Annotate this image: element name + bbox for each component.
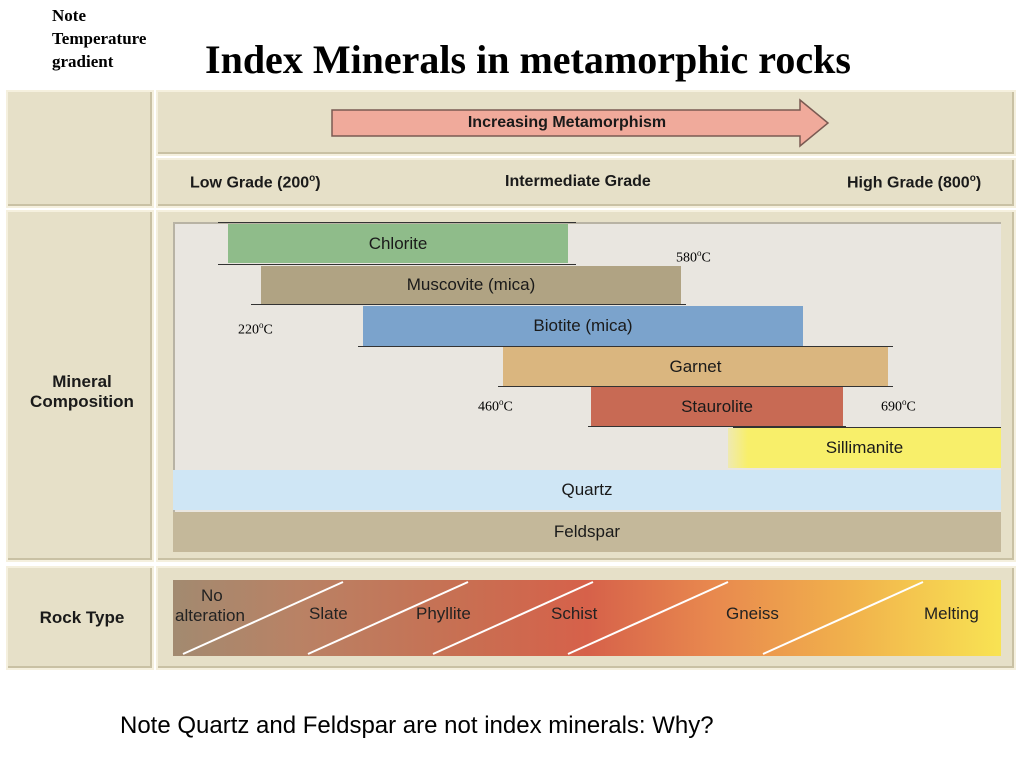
rock-type-dividers bbox=[182, 581, 924, 655]
t580-degree: o bbox=[697, 248, 702, 258]
rock-melting: Melting bbox=[924, 604, 979, 623]
rock-gneiss: Gneiss bbox=[726, 604, 779, 623]
left-header-panel bbox=[6, 90, 154, 208]
t460-value: 460 bbox=[478, 399, 499, 415]
low-grade-label: Low Grade (200o) bbox=[190, 173, 321, 192]
t580-value: 580 bbox=[676, 250, 697, 266]
staurolite-range-line-bottom bbox=[588, 426, 846, 427]
chlorite-bar: Chlorite bbox=[228, 224, 568, 263]
temperature-220-label: 220oC bbox=[238, 320, 273, 339]
divider-5 bbox=[762, 581, 924, 655]
no-alteration-line-2: alteration bbox=[175, 606, 245, 625]
low-grade-close: ) bbox=[315, 174, 321, 192]
arrow-label: Increasing Metamorphism bbox=[467, 114, 667, 131]
rock-schist: Schist bbox=[551, 604, 598, 623]
rock-type-label-panel: Rock Type bbox=[6, 566, 154, 670]
rock-slate: Slate bbox=[309, 604, 348, 623]
rock-type-gradient: No alteration Slate Phyllite Schist Gnei… bbox=[173, 580, 1001, 656]
arrow-shape bbox=[331, 98, 830, 148]
low-grade-text: Low Grade (200 bbox=[190, 174, 310, 192]
t690-value: 690 bbox=[881, 399, 902, 415]
rock-type-label: Rock Type bbox=[39, 608, 125, 627]
note-line-1: Note bbox=[52, 6, 86, 25]
garnet-range-line-bottom bbox=[498, 386, 893, 387]
high-grade-degree: o bbox=[969, 173, 976, 184]
note-line-2: Temperature bbox=[52, 29, 147, 48]
note-line-3: gradient bbox=[52, 52, 114, 71]
note-temperature-gradient: Note Temperature gradient bbox=[52, 4, 146, 73]
high-grade-label: High Grade (800o) bbox=[847, 173, 981, 192]
t690-degree: o bbox=[902, 397, 907, 407]
high-grade-close: ) bbox=[975, 174, 982, 192]
no-alteration-line-1: No bbox=[201, 586, 223, 605]
chlorite-range-line-bottom bbox=[218, 264, 576, 265]
chlorite-range-line-top bbox=[218, 222, 576, 223]
rock-no-alteration: No alteration bbox=[175, 586, 245, 626]
sillimanite-range-line-top bbox=[733, 427, 1001, 428]
mineral-chart-area: Chlorite Muscovite (mica) Biotite (mica)… bbox=[173, 222, 1001, 552]
divider-4 bbox=[567, 581, 729, 655]
mineral-composition-label-panel: Mineral Composition bbox=[6, 210, 154, 562]
t580-unit: C bbox=[701, 250, 711, 266]
footer-note: Note Quartz and Feldspar are not index m… bbox=[120, 712, 714, 739]
muscovite-range-line-bottom bbox=[251, 304, 686, 305]
temperature-690-label: 690oC bbox=[881, 397, 916, 416]
page-title: Index Minerals in metamorphic rocks bbox=[205, 37, 851, 82]
t220-degree: o bbox=[259, 320, 264, 330]
garnet-bar: Garnet bbox=[503, 347, 888, 386]
staurolite-bar: Staurolite bbox=[591, 387, 843, 426]
temperature-580-label: 580oC bbox=[676, 248, 711, 267]
feldspar-bar: Feldspar bbox=[173, 512, 1001, 552]
low-grade-degree: o bbox=[309, 173, 316, 184]
garnet-range-line-top bbox=[498, 346, 893, 347]
sillimanite-bar: Sillimanite bbox=[728, 428, 1001, 468]
t690-unit: C bbox=[906, 399, 916, 415]
temperature-460-label: 460oC bbox=[478, 397, 513, 416]
mineral-composition-label: Mineral Composition bbox=[8, 372, 156, 412]
increasing-metamorphism-arrow bbox=[331, 98, 830, 148]
quartz-bar: Quartz bbox=[173, 470, 1001, 510]
intermediate-grade-label: Intermediate Grade bbox=[505, 173, 651, 190]
muscovite-bar: Muscovite (mica) bbox=[261, 266, 681, 304]
t220-value: 220 bbox=[238, 322, 259, 338]
rock-phyllite: Phyllite bbox=[416, 604, 471, 623]
divider-1 bbox=[182, 581, 344, 655]
mineral-label-line-2: Composition bbox=[30, 392, 134, 411]
divider-2 bbox=[307, 581, 469, 655]
grade-panel bbox=[156, 158, 1016, 208]
t460-unit: C bbox=[503, 399, 513, 415]
biotite-bar: Biotite (mica) bbox=[363, 306, 803, 346]
high-grade-text: High Grade (800 bbox=[847, 174, 970, 192]
mineral-label-line-1: Mineral bbox=[52, 372, 112, 391]
t460-degree: o bbox=[499, 397, 504, 407]
t220-unit: C bbox=[263, 322, 273, 338]
divider-3 bbox=[432, 581, 594, 655]
